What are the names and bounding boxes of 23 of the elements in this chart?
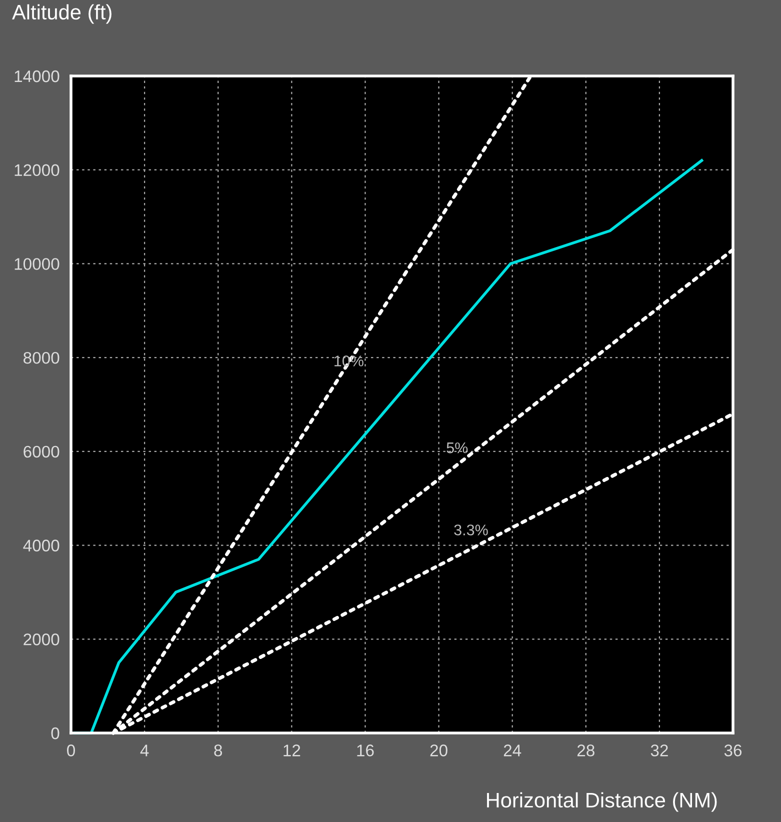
x-tick-label: 36: [724, 744, 742, 756]
x-axis-title: Horizontal Distance (NM): [487, 792, 717, 812]
y-tick-label: 8000: [24, 352, 60, 364]
y-axis-title: Altitude (ft): [12, 4, 112, 24]
y-tick-label: 14000: [14, 70, 60, 82]
y-tick-label: 12000: [14, 164, 60, 176]
y-tick-label: 10000: [14, 258, 60, 270]
x-tick-label: 12: [284, 744, 300, 756]
x-tick-label: 20: [430, 744, 448, 756]
y-tick-label: 4000: [23, 540, 60, 552]
x-tick-label: 0: [67, 744, 75, 756]
x-tick-label: 24: [504, 744, 522, 756]
x-tick-label: 32: [650, 744, 668, 756]
y-tick-label: 0: [51, 727, 60, 740]
y-tick-label: 6000: [24, 446, 60, 458]
x-tick-label: 4: [140, 744, 149, 756]
annotation: 5%: [446, 442, 468, 454]
x-tick-label: 16: [357, 744, 374, 756]
annotation: 10%: [334, 356, 364, 366]
annotation: 3.3%: [454, 524, 488, 536]
x-tick-label: 8: [214, 744, 222, 756]
y-tick-label: 2000: [24, 634, 60, 646]
x-tick-label: 28: [577, 744, 594, 756]
